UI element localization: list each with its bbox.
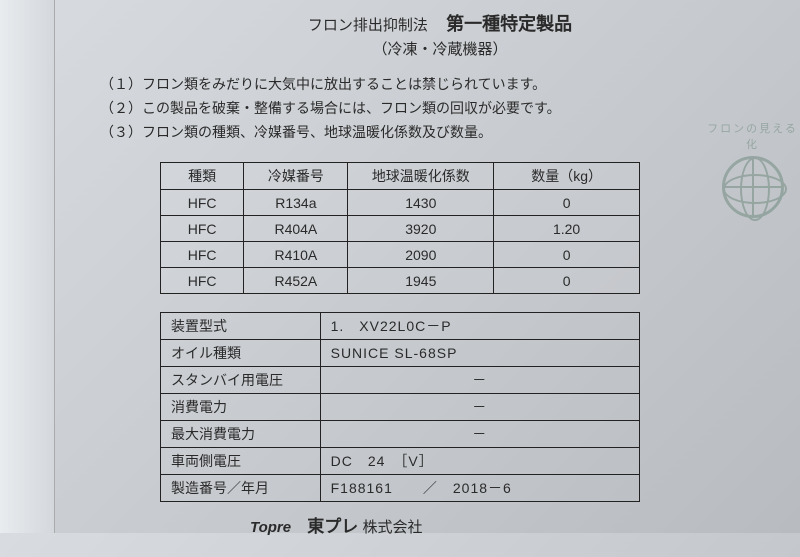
table-row: 製造番号／年月F188161 ／ 2018－6	[161, 475, 640, 502]
table-row: オイル種類SUNICE SL-68SP	[161, 340, 640, 367]
spec-value: －	[320, 421, 639, 448]
refrigerant-table: 種類 冷媒番号 地球温暖化係数 数量（kg） HFC R134a 1430 0 …	[160, 162, 640, 294]
manufacturer-footer: Topre 東プレ 株式会社	[250, 512, 770, 537]
table-header-row: 種類 冷媒番号 地球温暖化係数 数量（kg）	[161, 163, 640, 190]
cell-gwp: 2090	[348, 242, 494, 268]
cell-number: R134a	[244, 190, 348, 216]
col-type: 種類	[161, 163, 244, 190]
table-row: HFC R452A 1945 0	[161, 268, 640, 294]
cell-gwp: 3920	[348, 216, 494, 242]
spec-value: DC 24 ［V］	[320, 448, 639, 475]
cell-number: R404A	[244, 216, 348, 242]
cell-type: HFC	[161, 268, 244, 294]
table-row: 装置型式1. XV22L0C－P	[161, 313, 640, 340]
spec-value: F188161 ／ 2018－6	[320, 475, 639, 502]
spec-plate: フロン排出抑制法 第一種特定製品 （冷凍・冷蔵機器） （１）フロン類をみだりに大…	[70, 0, 790, 557]
spec-label: 製造番号／年月	[161, 475, 321, 502]
table-row: 車両側電圧DC 24 ［V］	[161, 448, 640, 475]
spec-label: スタンバイ用電圧	[161, 367, 321, 394]
table-row: HFC R410A 2090 0	[161, 242, 640, 268]
spec-label: オイル種類	[161, 340, 321, 367]
spec-label: 装置型式	[161, 313, 321, 340]
equipment-type: （冷凍・冷蔵機器）	[110, 38, 770, 59]
law-name: フロン排出抑制法	[308, 17, 428, 34]
spec-value: －	[320, 367, 639, 394]
panel-left-edge	[0, 0, 55, 533]
table-row: 消費電力－	[161, 394, 640, 421]
note-1: （１）フロン類をみだりに大気中に放出することは禁じられています。	[100, 73, 770, 97]
cell-number: R410A	[244, 242, 348, 268]
cell-type: HFC	[161, 242, 244, 268]
spec-table: 装置型式1. XV22L0C－P オイル種類SUNICE SL-68SP スタン…	[160, 312, 640, 502]
note-3: （３）フロン類の種類、冷媒番号、地球温暖化係数及び数量。	[100, 121, 770, 145]
table-row: HFC R134a 1430 0	[161, 190, 640, 216]
spec-value: －	[320, 394, 639, 421]
brand-jp: 東プレ	[307, 517, 358, 536]
cell-gwp: 1430	[348, 190, 494, 216]
note-2: （２）この製品を破棄・整備する場合には、フロン類の回収が必要です。	[100, 97, 770, 121]
spec-value: 1. XV22L0C－P	[320, 313, 639, 340]
spec-label: 最大消費電力	[161, 421, 321, 448]
cell-qty: 1.20	[494, 216, 640, 242]
company-suffix: 株式会社	[362, 519, 422, 536]
table-row: HFC R404A 3920 1.20	[161, 216, 640, 242]
brand-logo-en: Topre	[250, 519, 291, 536]
legal-notes: （１）フロン類をみだりに大気中に放出することは禁じられています。 （２）この製品…	[100, 73, 770, 144]
spec-label: 車両側電圧	[161, 448, 321, 475]
col-gwp: 地球温暖化係数	[348, 163, 494, 190]
spec-label: 消費電力	[161, 394, 321, 421]
cell-type: HFC	[161, 216, 244, 242]
spec-value: SUNICE SL-68SP	[320, 340, 639, 367]
product-class: 第一種特定製品	[446, 14, 572, 34]
col-number: 冷媒番号	[244, 163, 348, 190]
table-row: 最大消費電力－	[161, 421, 640, 448]
cell-type: HFC	[161, 190, 244, 216]
cell-number: R452A	[244, 268, 348, 294]
cell-qty: 0	[494, 190, 640, 216]
plate-header: フロン排出抑制法 第一種特定製品 （冷凍・冷蔵機器）	[110, 10, 770, 59]
table-row: スタンバイ用電圧－	[161, 367, 640, 394]
cell-qty: 0	[494, 242, 640, 268]
cell-gwp: 1945	[348, 268, 494, 294]
col-qty: 数量（kg）	[494, 163, 640, 190]
cell-qty: 0	[494, 268, 640, 294]
